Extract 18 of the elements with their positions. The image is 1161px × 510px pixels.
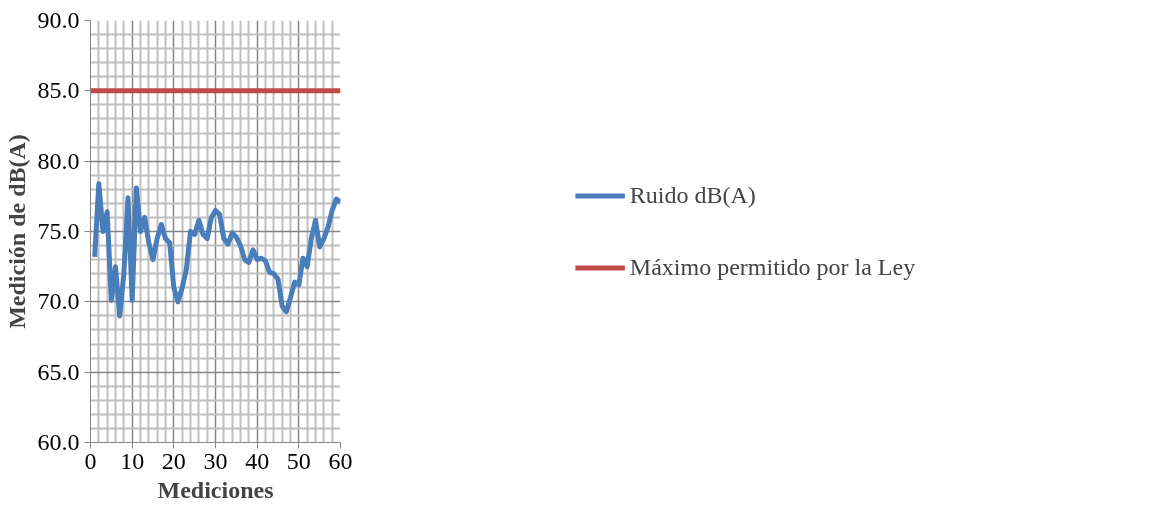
legend-label: Máximo permitido por la Ley: [629, 253, 916, 281]
y-tick-label: 65.0: [37, 358, 80, 385]
x-tick-label: 10: [120, 447, 145, 474]
y-tick-label: 80.0: [37, 147, 80, 174]
x-tick-label: 60: [328, 447, 353, 474]
y-axis-title: Medición de dB(A): [3, 134, 30, 329]
x-tick-label: 30: [203, 447, 228, 474]
y-tick-label: 70.0: [37, 288, 80, 315]
y-tick-label: 75.0: [37, 218, 80, 244]
x-tick-label: 0: [84, 447, 97, 474]
x-tick-label: 40: [245, 447, 270, 474]
y-tick-label: 90.0: [37, 7, 80, 33]
y-tick-label: 60.0: [37, 429, 80, 455]
x-tick-label: 20: [161, 447, 186, 474]
legend-label: Ruido dB(A): [629, 181, 757, 209]
y-tick-label: 85.0: [37, 77, 80, 104]
x-axis-title: Mediciones: [157, 476, 274, 503]
x-tick-label: 50: [286, 447, 311, 474]
